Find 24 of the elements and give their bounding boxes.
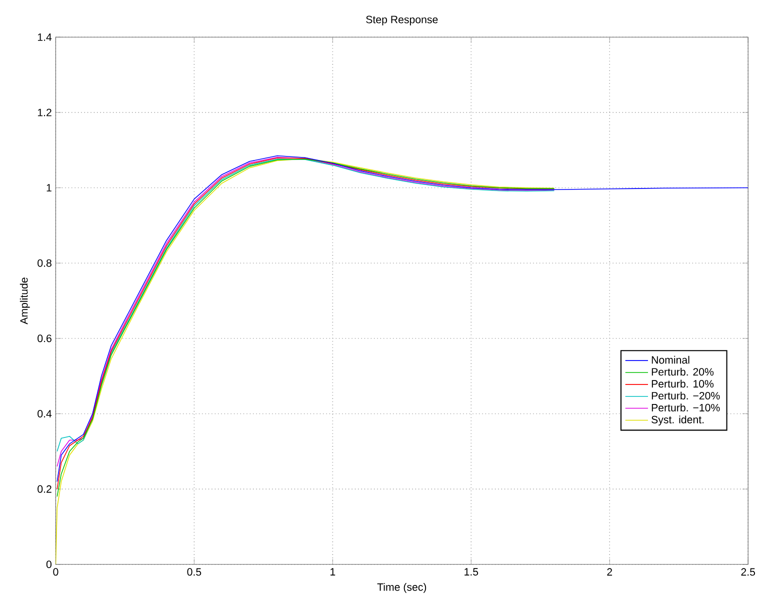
chart-title: Step Response xyxy=(366,16,438,26)
y-axis-title: Amplitude xyxy=(20,278,30,324)
x-tick-label: 1.5 xyxy=(464,568,478,576)
y-tick-label: 0.2 xyxy=(38,485,52,493)
line-series xyxy=(56,155,748,482)
legend-label: Perturb. 20% xyxy=(652,368,714,376)
legend-label: Nominal xyxy=(652,356,690,364)
legend-label: Syst. ident. xyxy=(652,416,704,426)
x-tick-label: 0 xyxy=(53,568,58,576)
legend-label: Perturb. −20% xyxy=(652,392,720,400)
y-tick-label: 0 xyxy=(46,560,52,568)
x-tick-label: 2 xyxy=(607,568,612,576)
x-axis-title: Time (sec) xyxy=(377,583,426,594)
y-tick-label: 1 xyxy=(46,184,52,192)
y-tick-label: 0.6 xyxy=(38,334,52,342)
legend-label: Perturb. 10% xyxy=(652,380,714,388)
y-tick-label: 1.4 xyxy=(38,34,52,41)
y-tick-label: 1.2 xyxy=(38,108,52,116)
legend-label: Perturb. −10% xyxy=(652,404,720,412)
x-tick-label: 0.5 xyxy=(187,568,202,576)
x-tick-label: 2.5 xyxy=(741,568,756,576)
y-tick-label: 0.8 xyxy=(38,259,52,267)
x-tick-label: 1 xyxy=(330,568,336,576)
y-tick-label: 0.4 xyxy=(38,410,52,418)
